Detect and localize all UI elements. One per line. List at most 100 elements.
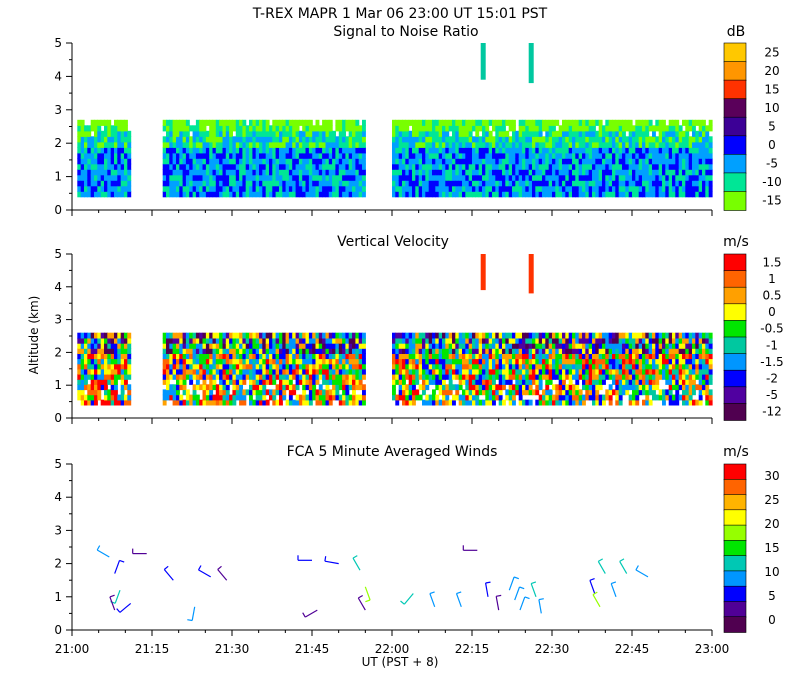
snr-cell	[428, 141, 433, 148]
vv-cell	[162, 389, 167, 396]
vv-cell	[212, 374, 217, 380]
vv-cell	[568, 384, 573, 391]
snr-cell	[358, 169, 363, 176]
snr-cell	[472, 169, 476, 176]
vv-cell	[255, 358, 260, 365]
snr-cell	[215, 147, 220, 154]
vv-cell	[578, 368, 583, 375]
vv-cell	[618, 332, 623, 339]
vv-cell	[418, 348, 423, 354]
vv-cell	[84, 348, 88, 354]
snr-cell	[568, 147, 573, 154]
snr-cell	[708, 185, 713, 192]
vv-cell	[275, 332, 280, 339]
vv-cell	[622, 343, 626, 349]
snr-cell	[332, 191, 336, 198]
vv-cell	[652, 337, 656, 344]
snr-cell	[259, 169, 263, 176]
snr-cell	[120, 185, 125, 192]
snr-cell	[592, 152, 596, 159]
snr-cell	[498, 147, 503, 154]
vv-cell	[272, 394, 277, 401]
snr-cell	[192, 169, 197, 176]
snr-cell	[262, 174, 267, 181]
vv-cell	[348, 332, 353, 339]
snr-cell	[398, 191, 403, 198]
winds-y-tick-label: 4	[54, 490, 62, 504]
snr-cell	[695, 141, 700, 148]
snr-cell	[502, 130, 506, 137]
vv-cell	[335, 348, 340, 354]
snr-cell	[124, 125, 128, 132]
snr-cell	[492, 191, 496, 198]
snr-cell	[104, 191, 108, 198]
snr-cell	[305, 125, 310, 132]
snr-cell	[166, 136, 170, 143]
vv-cell	[498, 348, 503, 354]
vv-cell	[325, 337, 330, 344]
vv-cell	[618, 363, 623, 370]
vv-cell	[395, 337, 400, 344]
snr-cell	[408, 180, 413, 187]
snr-cell	[548, 174, 553, 181]
vv-cell	[698, 368, 703, 375]
snr-cell	[485, 141, 490, 148]
vv-cell	[462, 348, 466, 354]
vv-cell	[124, 348, 128, 354]
snr-cell	[192, 158, 197, 165]
vv-cell	[582, 394, 586, 401]
vv-cell	[608, 374, 613, 380]
vv-cell	[585, 384, 590, 391]
snr-cell	[575, 136, 580, 143]
snr-cell	[705, 130, 710, 137]
snr-cell	[662, 119, 666, 126]
vv-cell	[638, 389, 643, 396]
snr-cell	[292, 152, 297, 159]
vv-cell	[239, 374, 243, 380]
snr-cell	[292, 119, 297, 126]
snr-cell	[545, 152, 550, 159]
vv-cell	[705, 389, 710, 396]
vv-cell	[568, 394, 573, 401]
vv-cell	[245, 343, 250, 349]
snr-cell	[212, 141, 217, 148]
vv-units-label: m/s	[723, 234, 749, 250]
vv-cell	[612, 374, 616, 380]
vv-cell	[302, 399, 307, 406]
vv-cell	[97, 368, 102, 375]
snr-cell	[84, 152, 88, 159]
vv-cell	[265, 332, 270, 339]
snr-cell	[645, 163, 650, 170]
vv-cell	[512, 363, 516, 370]
vv-cell	[575, 384, 580, 391]
vv-cell	[632, 348, 636, 354]
snr-cell	[675, 125, 680, 132]
vv-cell	[262, 374, 267, 380]
snr-cell	[692, 152, 696, 159]
vv-cell	[182, 368, 187, 375]
vv-cell	[255, 337, 260, 344]
vv-cell	[442, 379, 446, 385]
vv-cell	[395, 348, 400, 354]
snr-cell	[255, 158, 260, 165]
vv-cell	[305, 353, 310, 360]
winds-colorbar-label: 10	[764, 565, 779, 579]
snr-cell	[114, 119, 118, 126]
snr-cell	[338, 174, 343, 181]
vv-cell	[318, 384, 323, 391]
snr-cell	[222, 180, 227, 187]
vv-cell	[252, 368, 257, 375]
snr-cell	[229, 191, 233, 198]
vv-cell	[185, 343, 190, 349]
vv-cell	[100, 332, 105, 339]
snr-cell	[458, 158, 463, 165]
snr-cell	[288, 141, 293, 148]
snr-cell	[298, 169, 303, 176]
vv-cell	[408, 363, 413, 370]
vv-cell	[552, 343, 556, 349]
vv-cell	[335, 353, 340, 360]
vv-cell	[482, 343, 486, 349]
vv-cell	[642, 337, 646, 344]
vv-cell	[585, 374, 590, 380]
